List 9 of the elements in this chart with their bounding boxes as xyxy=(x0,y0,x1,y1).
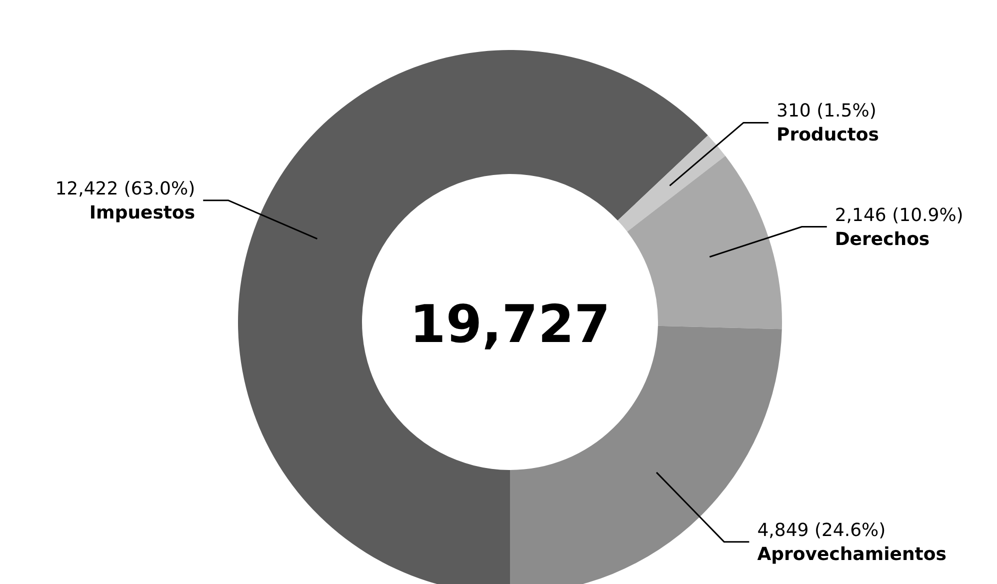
data-label: 4,849 (24.6%) xyxy=(757,520,886,541)
data-label: 12,422 (63.0%) xyxy=(55,178,196,200)
data-label: 2,146 (10.9%) xyxy=(834,204,964,226)
data-label: 310 (1.5%) xyxy=(776,100,876,122)
slice-label: Productos xyxy=(776,124,880,146)
text: 19,727 xyxy=(410,295,610,355)
slice-label: Impuestos xyxy=(89,202,196,224)
slice-label: Derechos xyxy=(834,228,930,250)
slice-label: Aprovechamientos xyxy=(757,544,946,565)
